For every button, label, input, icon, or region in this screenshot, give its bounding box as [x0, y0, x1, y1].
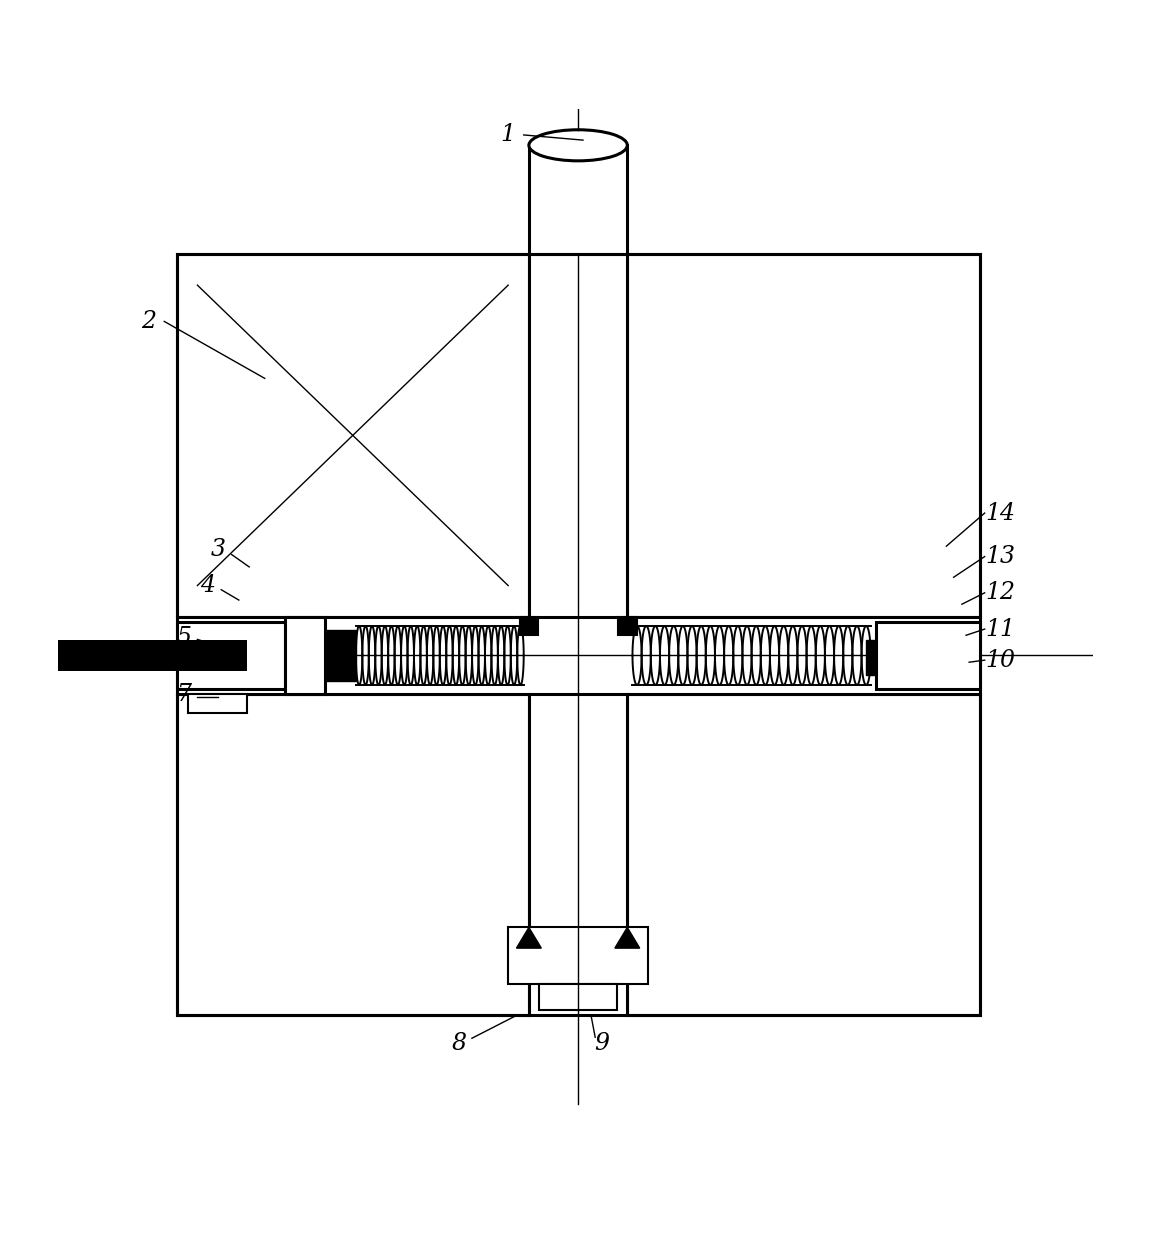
- Text: 2: 2: [142, 310, 157, 332]
- Ellipse shape: [529, 129, 627, 161]
- Text: 9: 9: [594, 1032, 609, 1055]
- Bar: [539, 984, 617, 1011]
- Bar: [188, 695, 247, 714]
- Text: 1: 1: [501, 123, 516, 147]
- Bar: [528, 695, 627, 1016]
- Bar: [876, 622, 980, 690]
- Bar: [177, 255, 529, 617]
- Bar: [618, 617, 637, 636]
- Bar: [0, 640, 247, 671]
- Bar: [528, 145, 627, 255]
- Bar: [509, 928, 648, 984]
- Polygon shape: [615, 928, 640, 948]
- Bar: [177, 695, 529, 1016]
- Polygon shape: [325, 630, 356, 681]
- Text: 13: 13: [985, 545, 1015, 568]
- Text: 7: 7: [176, 683, 191, 706]
- Bar: [177, 255, 980, 1016]
- Text: 8: 8: [452, 1032, 467, 1055]
- Text: 11: 11: [985, 617, 1015, 641]
- Bar: [177, 255, 529, 617]
- Bar: [627, 695, 980, 1016]
- Text: 3: 3: [211, 538, 226, 561]
- Bar: [876, 622, 980, 690]
- Bar: [528, 255, 627, 617]
- Bar: [188, 695, 247, 714]
- Bar: [627, 255, 980, 617]
- Bar: [519, 617, 539, 636]
- Bar: [177, 695, 529, 1016]
- Text: 10: 10: [985, 648, 1015, 672]
- Bar: [177, 622, 285, 690]
- Bar: [509, 928, 648, 984]
- Text: 5: 5: [176, 626, 191, 648]
- Bar: [627, 255, 980, 617]
- Polygon shape: [517, 928, 541, 948]
- Bar: [528, 145, 627, 255]
- Bar: [627, 695, 980, 1016]
- Bar: [539, 984, 617, 1011]
- Text: 12: 12: [985, 582, 1015, 604]
- Bar: [285, 617, 325, 695]
- Text: 14: 14: [985, 502, 1015, 524]
- Bar: [177, 617, 980, 695]
- Bar: [177, 622, 285, 690]
- Text: 4: 4: [200, 574, 215, 597]
- Bar: [866, 640, 876, 675]
- Bar: [285, 617, 325, 695]
- Text: 6: 6: [176, 648, 191, 672]
